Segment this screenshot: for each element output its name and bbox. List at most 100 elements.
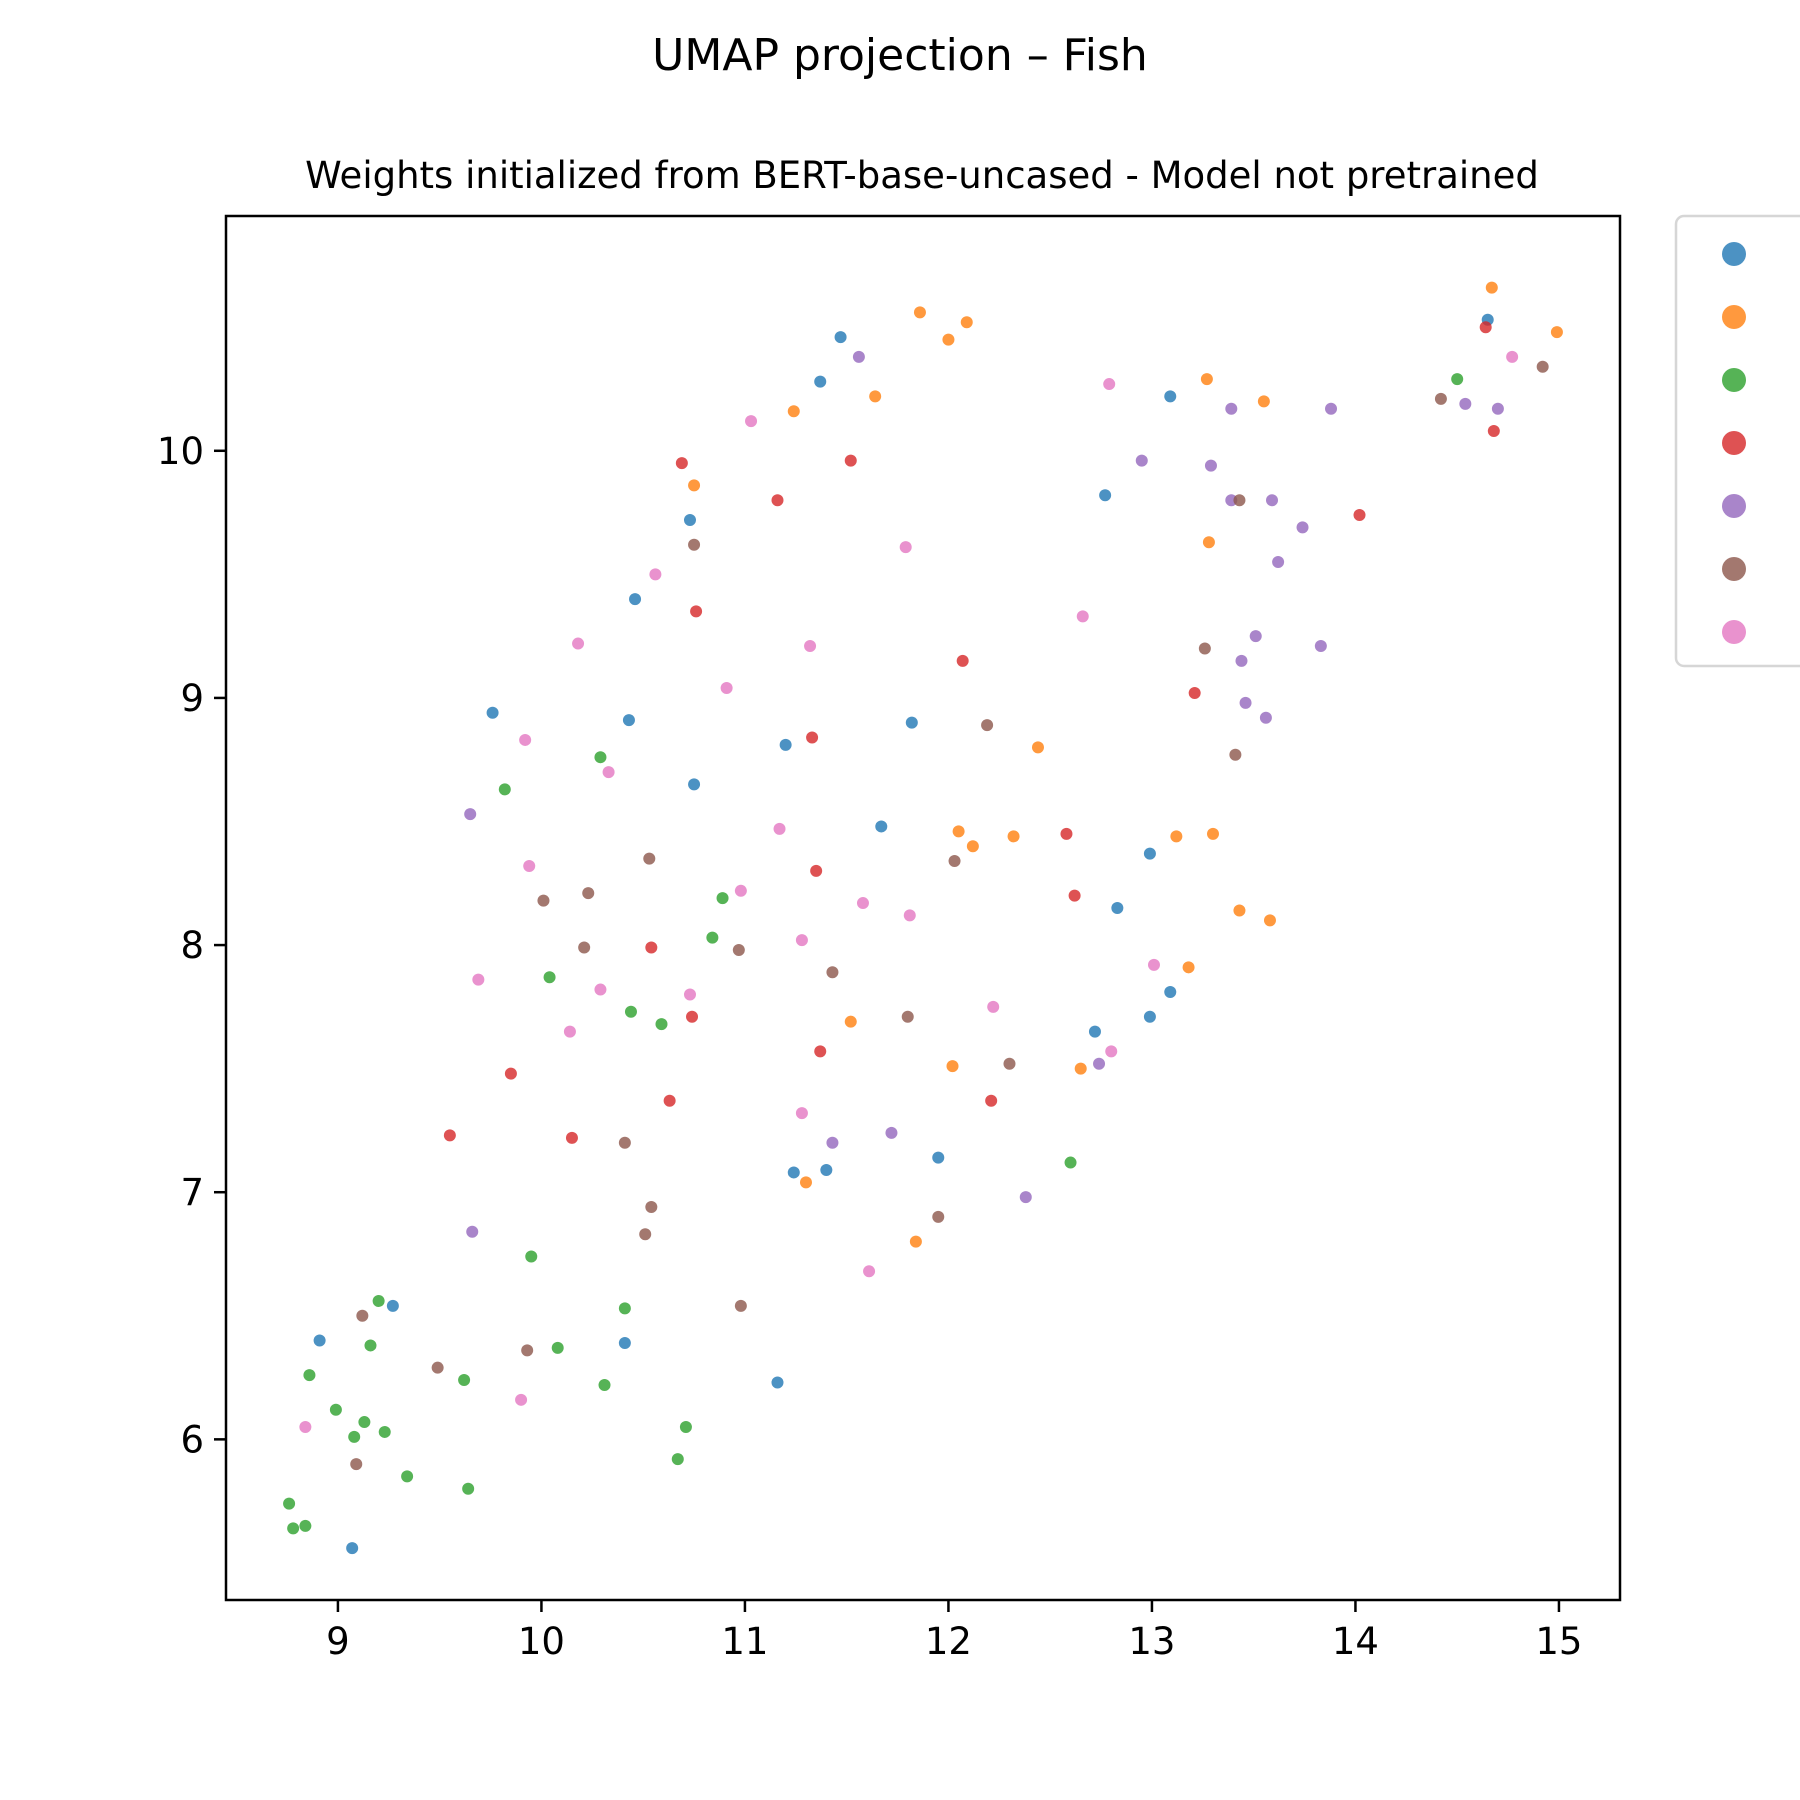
legend-marker-series-6 bbox=[1722, 557, 1746, 581]
data-point-series-4 bbox=[814, 1045, 827, 1058]
data-point-series-6 bbox=[1229, 748, 1242, 761]
data-point-series-3 bbox=[525, 1250, 538, 1263]
plot-area bbox=[224, 214, 1622, 1602]
data-point-series-1 bbox=[622, 714, 635, 727]
data-point-series-6 bbox=[948, 855, 961, 868]
data-point-series-6 bbox=[826, 966, 839, 979]
data-point-series-5 bbox=[1314, 640, 1327, 653]
x-tick-label: 10 bbox=[518, 1620, 565, 1663]
data-point-series-6 bbox=[1198, 642, 1211, 655]
data-point-series-4 bbox=[663, 1094, 676, 1107]
data-point-series-7 bbox=[863, 1265, 876, 1278]
data-point-series-7 bbox=[1506, 350, 1519, 363]
data-point-series-7 bbox=[903, 909, 916, 922]
data-point-series-6 bbox=[732, 944, 745, 957]
data-point-series-1 bbox=[1111, 902, 1124, 914]
data-point-series-5 bbox=[1272, 556, 1285, 568]
x-tick-label: 11 bbox=[721, 1620, 768, 1663]
data-point-series-2 bbox=[844, 1015, 857, 1028]
data-point-series-6 bbox=[1233, 494, 1246, 507]
data-point-series-5 bbox=[466, 1225, 479, 1238]
data-point-series-2 bbox=[942, 333, 955, 346]
data-point-series-1 bbox=[629, 593, 642, 606]
data-point-series-4 bbox=[1060, 827, 1073, 840]
data-point-series-5 bbox=[1259, 711, 1272, 724]
data-point-series-4 bbox=[956, 654, 969, 667]
data-point-series-3 bbox=[378, 1425, 391, 1438]
data-point-series-1 bbox=[905, 716, 918, 729]
data-point-series-5 bbox=[464, 808, 477, 821]
data-point-series-7 bbox=[804, 640, 817, 653]
data-point-series-4 bbox=[1487, 425, 1500, 438]
data-point-series-5 bbox=[1204, 459, 1217, 472]
data-point-series-3 bbox=[458, 1374, 471, 1387]
scatter-points bbox=[283, 281, 1563, 1555]
data-point-series-7 bbox=[720, 682, 733, 695]
data-point-series-2 bbox=[1074, 1062, 1087, 1075]
data-point-series-2 bbox=[1550, 326, 1563, 339]
data-point-series-6 bbox=[582, 887, 595, 900]
data-point-series-2 bbox=[787, 405, 800, 418]
data-point-series-3 bbox=[329, 1403, 342, 1416]
y-axis: 6 7 8 9 10 bbox=[157, 430, 226, 1461]
data-point-series-6 bbox=[1003, 1057, 1016, 1070]
data-point-series-4 bbox=[771, 494, 784, 507]
data-point-series-1 bbox=[779, 738, 792, 751]
data-point-series-6 bbox=[901, 1010, 914, 1023]
data-point-series-2 bbox=[1202, 536, 1215, 549]
data-point-series-1 bbox=[1164, 390, 1177, 403]
data-point-series-1 bbox=[386, 1299, 399, 1312]
data-point-series-3 bbox=[287, 1522, 300, 1535]
y-tick-label: 8 bbox=[180, 924, 204, 967]
data-point-series-5 bbox=[1239, 696, 1252, 709]
data-point-series-1 bbox=[771, 1376, 784, 1389]
data-point-series-4 bbox=[1068, 889, 1081, 902]
x-tick-label: 9 bbox=[326, 1620, 350, 1663]
y-tick-label: 6 bbox=[180, 1418, 204, 1461]
data-point-series-7 bbox=[745, 415, 758, 428]
data-point-series-3 bbox=[401, 1470, 414, 1483]
data-point-series-3 bbox=[716, 892, 729, 905]
data-point-series-1 bbox=[814, 375, 827, 388]
data-point-series-3 bbox=[303, 1369, 316, 1382]
data-point-series-6 bbox=[734, 1299, 747, 1312]
data-point-series-2 bbox=[1485, 281, 1498, 294]
data-point-series-2 bbox=[1257, 395, 1270, 408]
chart-subtitle: Weights initialized from BERT-base-uncas… bbox=[305, 154, 1539, 197]
data-point-series-3 bbox=[348, 1430, 361, 1443]
data-point-series-3 bbox=[364, 1339, 377, 1352]
data-point-series-4 bbox=[443, 1129, 456, 1142]
data-point-series-1 bbox=[1088, 1025, 1101, 1038]
data-point-series-7 bbox=[1105, 1045, 1118, 1058]
data-point-series-7 bbox=[563, 1025, 576, 1038]
data-point-series-1 bbox=[1099, 489, 1112, 502]
data-point-series-2 bbox=[1170, 830, 1183, 843]
data-point-series-1 bbox=[1143, 1010, 1156, 1023]
legend-marker-series-4 bbox=[1722, 431, 1746, 455]
data-point-series-6 bbox=[1536, 360, 1549, 373]
legend-marker-series-3 bbox=[1722, 368, 1746, 392]
data-point-series-5 bbox=[1266, 494, 1279, 507]
legend bbox=[1674, 214, 1800, 668]
data-point-series-5 bbox=[1093, 1057, 1106, 1070]
data-point-series-7 bbox=[683, 988, 696, 1001]
data-point-series-3 bbox=[655, 1018, 668, 1031]
data-point-series-2 bbox=[799, 1176, 812, 1189]
data-point-series-1 bbox=[820, 1163, 833, 1176]
legend-marker-series-5 bbox=[1722, 494, 1746, 518]
x-tick-label: 15 bbox=[1535, 1620, 1582, 1663]
data-point-series-6 bbox=[356, 1309, 369, 1322]
data-point-series-4 bbox=[985, 1094, 998, 1107]
data-point-series-3 bbox=[671, 1453, 684, 1466]
data-point-series-6 bbox=[521, 1344, 534, 1357]
x-tick-label: 12 bbox=[925, 1620, 972, 1663]
data-point-series-2 bbox=[1182, 961, 1195, 974]
data-point-series-6 bbox=[431, 1361, 444, 1374]
data-point-series-1 bbox=[486, 706, 499, 719]
data-point-series-7 bbox=[1147, 958, 1160, 971]
data-point-series-1 bbox=[834, 331, 847, 344]
data-point-series-3 bbox=[598, 1378, 611, 1391]
data-point-series-1 bbox=[875, 820, 888, 833]
data-point-series-3 bbox=[1451, 373, 1464, 386]
data-point-series-3 bbox=[706, 931, 719, 944]
